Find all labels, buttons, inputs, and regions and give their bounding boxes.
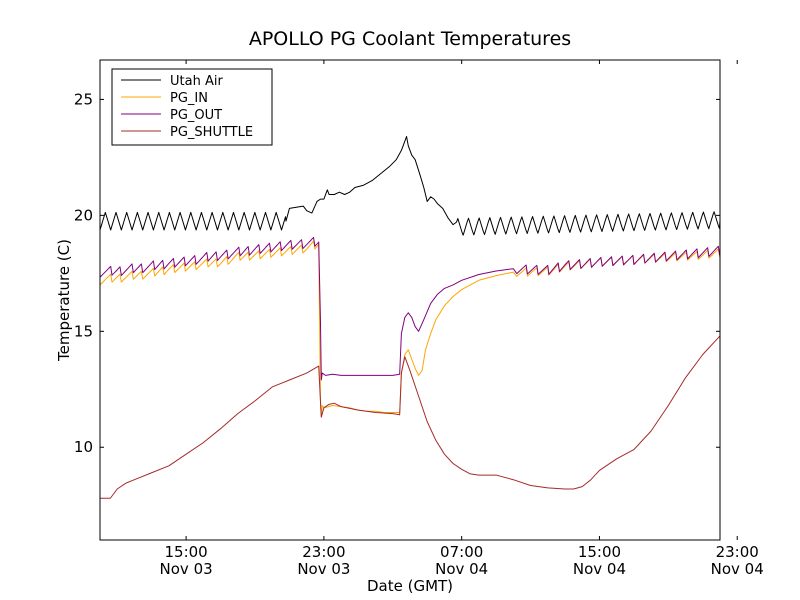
x-tick-label-date: Nov 03 bbox=[297, 560, 350, 578]
series-line-pg-out bbox=[100, 236, 720, 381]
x-tick-label-time: 15:00 bbox=[164, 543, 207, 561]
x-tick-label-date: Nov 04 bbox=[435, 560, 488, 578]
x-tick-label-time: 15:00 bbox=[578, 543, 621, 561]
y-tick-label: 25 bbox=[74, 90, 93, 108]
chart-title: APOLLO PG Coolant Temperatures bbox=[249, 28, 571, 50]
x-tick-label-date: Nov 04 bbox=[711, 560, 764, 578]
legend-frame bbox=[111, 68, 273, 146]
y-tick-label: 20 bbox=[74, 206, 93, 224]
x-axis-label: Date (GMT) bbox=[367, 577, 453, 595]
legend: Utah Air PG_IN PG_OUT PG_SHUTTLE bbox=[111, 68, 273, 146]
y-axis-label: Temperature (C) bbox=[55, 239, 73, 362]
legend-label-pg-out: PG_OUT bbox=[170, 108, 222, 123]
series-line-utah-air bbox=[100, 136, 720, 236]
legend-label-pg-in: PG_IN bbox=[170, 91, 208, 106]
plot-frame bbox=[99, 59, 721, 541]
legend-label-utah-air: Utah Air bbox=[170, 74, 223, 89]
y-tick-label: 10 bbox=[74, 438, 93, 456]
series-line-pg-shuttle bbox=[100, 335, 720, 499]
x-tick-label-date: Nov 04 bbox=[573, 560, 626, 578]
x-tick-label-time: 23:00 bbox=[716, 543, 759, 561]
legend-label-pg-shuttle: PG_SHUTTLE bbox=[170, 125, 253, 140]
x-tick-label-date: Nov 03 bbox=[160, 560, 213, 578]
x-tick-label-time: 23:00 bbox=[302, 543, 345, 561]
y-tick-label: 15 bbox=[74, 322, 93, 340]
x-tick-label-time: 07:00 bbox=[440, 543, 483, 561]
series-layer bbox=[100, 136, 720, 499]
